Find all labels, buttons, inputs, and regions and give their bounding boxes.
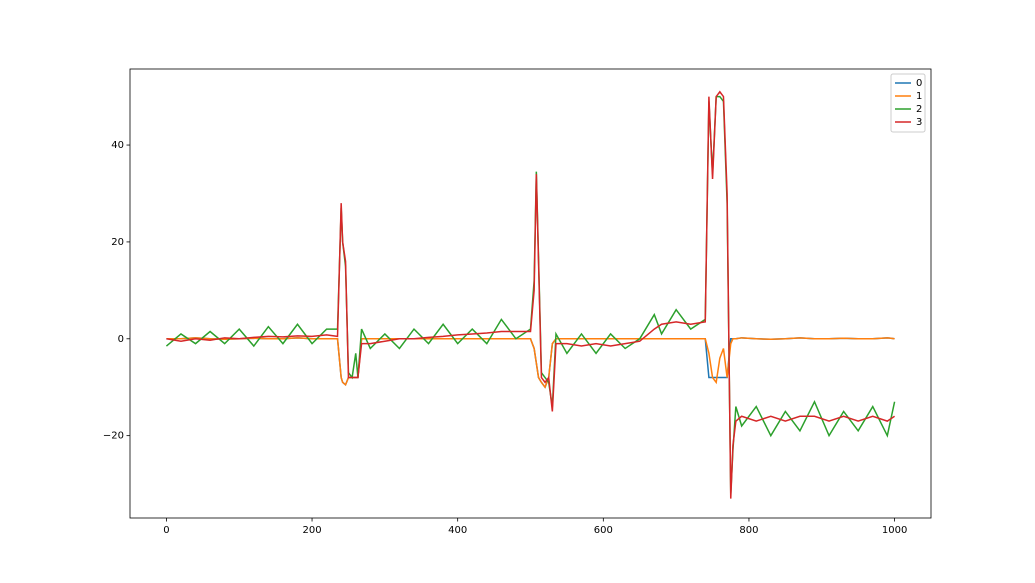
plot-frame [129, 68, 932, 519]
x-tick-label: 200 [302, 525, 321, 536]
series-line [165, 95, 896, 494]
legend-label: 3 [916, 117, 922, 128]
legend-box [890, 73, 926, 133]
legend-label: 0 [916, 78, 922, 89]
x-tick-label: 600 [594, 525, 613, 536]
series-line [166, 337, 895, 389]
x-tick-label: 1000 [882, 525, 907, 536]
y-tick-label: 20 [111, 237, 124, 248]
series-line [166, 90, 896, 499]
y-tick-label: −20 [103, 431, 124, 442]
y-tick-label: 0 [118, 334, 124, 345]
x-tick-label: 800 [739, 525, 758, 536]
x-tick-label: 0 [163, 525, 169, 536]
series-line [166, 337, 895, 389]
x-tick-label: 400 [448, 525, 467, 536]
legend-label: 2 [916, 104, 922, 115]
y-tick-label: 40 [111, 140, 124, 151]
legend-label: 1 [916, 91, 922, 102]
